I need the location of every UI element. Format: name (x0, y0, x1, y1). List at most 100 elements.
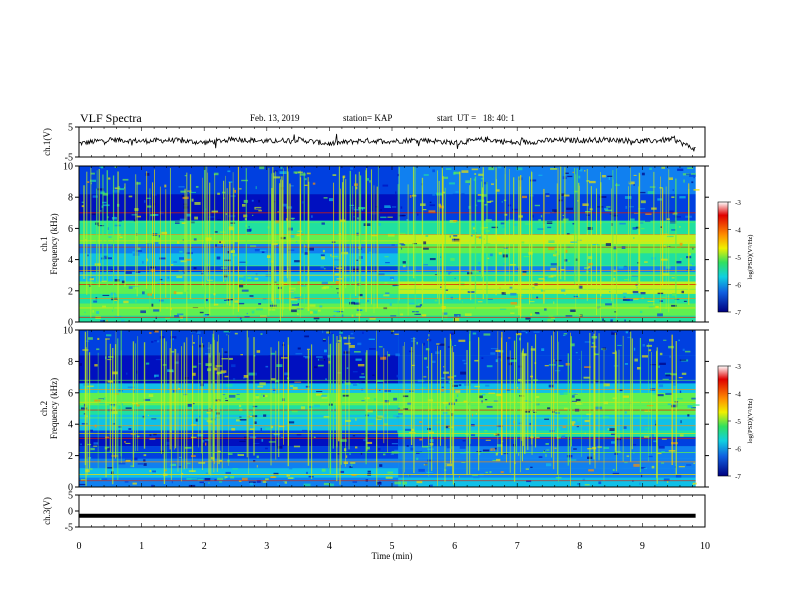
psd-speckle (307, 348, 310, 350)
psd-speckle (383, 294, 390, 297)
psd-speckle (391, 244, 395, 246)
psd-speckle (603, 401, 608, 405)
psd-speckle (405, 428, 412, 431)
psd-speckle (463, 400, 468, 403)
colorbar-tick-label: -6 (735, 446, 741, 454)
psd-speckle (679, 226, 681, 228)
psd-speckle (394, 449, 400, 452)
psd-speckle (304, 335, 309, 338)
psd-speckle (432, 193, 436, 196)
psd-speckle (605, 303, 612, 306)
psd-speckle (369, 180, 371, 183)
psd-speckle (538, 219, 542, 222)
psd-speckle (583, 347, 589, 350)
psd-speckle (289, 234, 295, 238)
psd-speckle (519, 337, 521, 341)
psd-speckle (419, 421, 422, 423)
psd-speckle (149, 434, 152, 437)
psd-speckle (429, 258, 436, 261)
psd-speckle (217, 219, 222, 221)
psd-speckle (624, 363, 628, 365)
psd-speckle (643, 176, 645, 180)
psd-speckle (236, 419, 241, 422)
psd-speckle (366, 178, 369, 181)
psd-speckle (608, 450, 611, 454)
psd-speckle (337, 340, 341, 342)
y-tick-label: -5 (65, 523, 73, 534)
psd-speckle (103, 255, 109, 258)
psd-speckle (561, 288, 566, 292)
psd-speckle (489, 471, 492, 474)
psd-speckle (513, 438, 517, 440)
psd-speckle (145, 243, 152, 247)
psd-speckle (181, 195, 186, 197)
psd-speckle (570, 343, 575, 347)
psd-speckle (283, 480, 287, 482)
psd-speckle (255, 394, 259, 397)
psd-speckle (577, 419, 581, 422)
psd-speckle (128, 480, 132, 484)
psd-speckle (544, 277, 548, 280)
psd-speckle (565, 315, 573, 317)
psd-speckle (474, 359, 479, 362)
psd-speckle (225, 397, 227, 399)
psd-speckle (396, 374, 403, 378)
psd-speckle (205, 353, 211, 355)
psd-speckle (423, 376, 427, 378)
psd-speckle (471, 168, 479, 171)
psd-speckle (611, 433, 616, 436)
psd-speckle (125, 459, 131, 462)
psd-speckle (252, 214, 254, 216)
psd-speckle (623, 296, 626, 299)
psd-speckle (550, 267, 557, 271)
psd-speckle (352, 216, 356, 218)
psd-speckle (549, 430, 555, 433)
psd-speckle (584, 419, 590, 423)
psd-speckle (198, 363, 202, 365)
psd-speckle (658, 446, 665, 449)
psd-speckle (677, 168, 684, 171)
psd-speckle (240, 354, 243, 356)
psd-speckle (294, 260, 301, 263)
psd-speckle (624, 319, 626, 322)
psd-speckle (448, 272, 451, 275)
psd-speckle (384, 205, 391, 208)
psd-speckle (225, 383, 233, 387)
psd-speckle (658, 365, 660, 368)
psd-speckle (358, 309, 363, 311)
psd-speckle (693, 462, 696, 464)
psd-speckle (378, 273, 385, 276)
psd-speckle (499, 287, 501, 289)
psd-speckle (142, 261, 144, 264)
psd-speckle (137, 463, 143, 465)
psd-speckle (665, 266, 671, 269)
psd-speckle (311, 215, 313, 218)
psd-speckle (333, 310, 340, 312)
psd-speckle (360, 452, 363, 455)
psd-speckle (679, 279, 682, 281)
psd-speckle (496, 458, 501, 462)
psd-speckle (427, 428, 431, 430)
psd-speckle (356, 259, 359, 261)
psd-speckle (224, 375, 229, 378)
psd-speckle (686, 173, 691, 176)
psd-speckle (287, 477, 294, 479)
psd-speckle (306, 471, 308, 475)
band-late (398, 166, 696, 195)
band-early (79, 330, 399, 356)
psd-speckle (393, 397, 398, 401)
psd-speckle (321, 287, 327, 290)
psd-speckle (94, 263, 101, 266)
psd-speckle (327, 354, 331, 358)
psd-speckle (478, 261, 481, 265)
psd-speckle (256, 308, 263, 311)
psd-speckle (368, 251, 371, 253)
psd-speckle (92, 310, 94, 313)
psd-speckle (445, 463, 453, 467)
ch2-spectrogram (79, 330, 700, 488)
psd-speckle (441, 377, 446, 379)
psd-speckle (421, 337, 425, 339)
psd-speckle (563, 333, 568, 335)
psd-speckle (179, 257, 184, 260)
band-late (398, 468, 696, 478)
